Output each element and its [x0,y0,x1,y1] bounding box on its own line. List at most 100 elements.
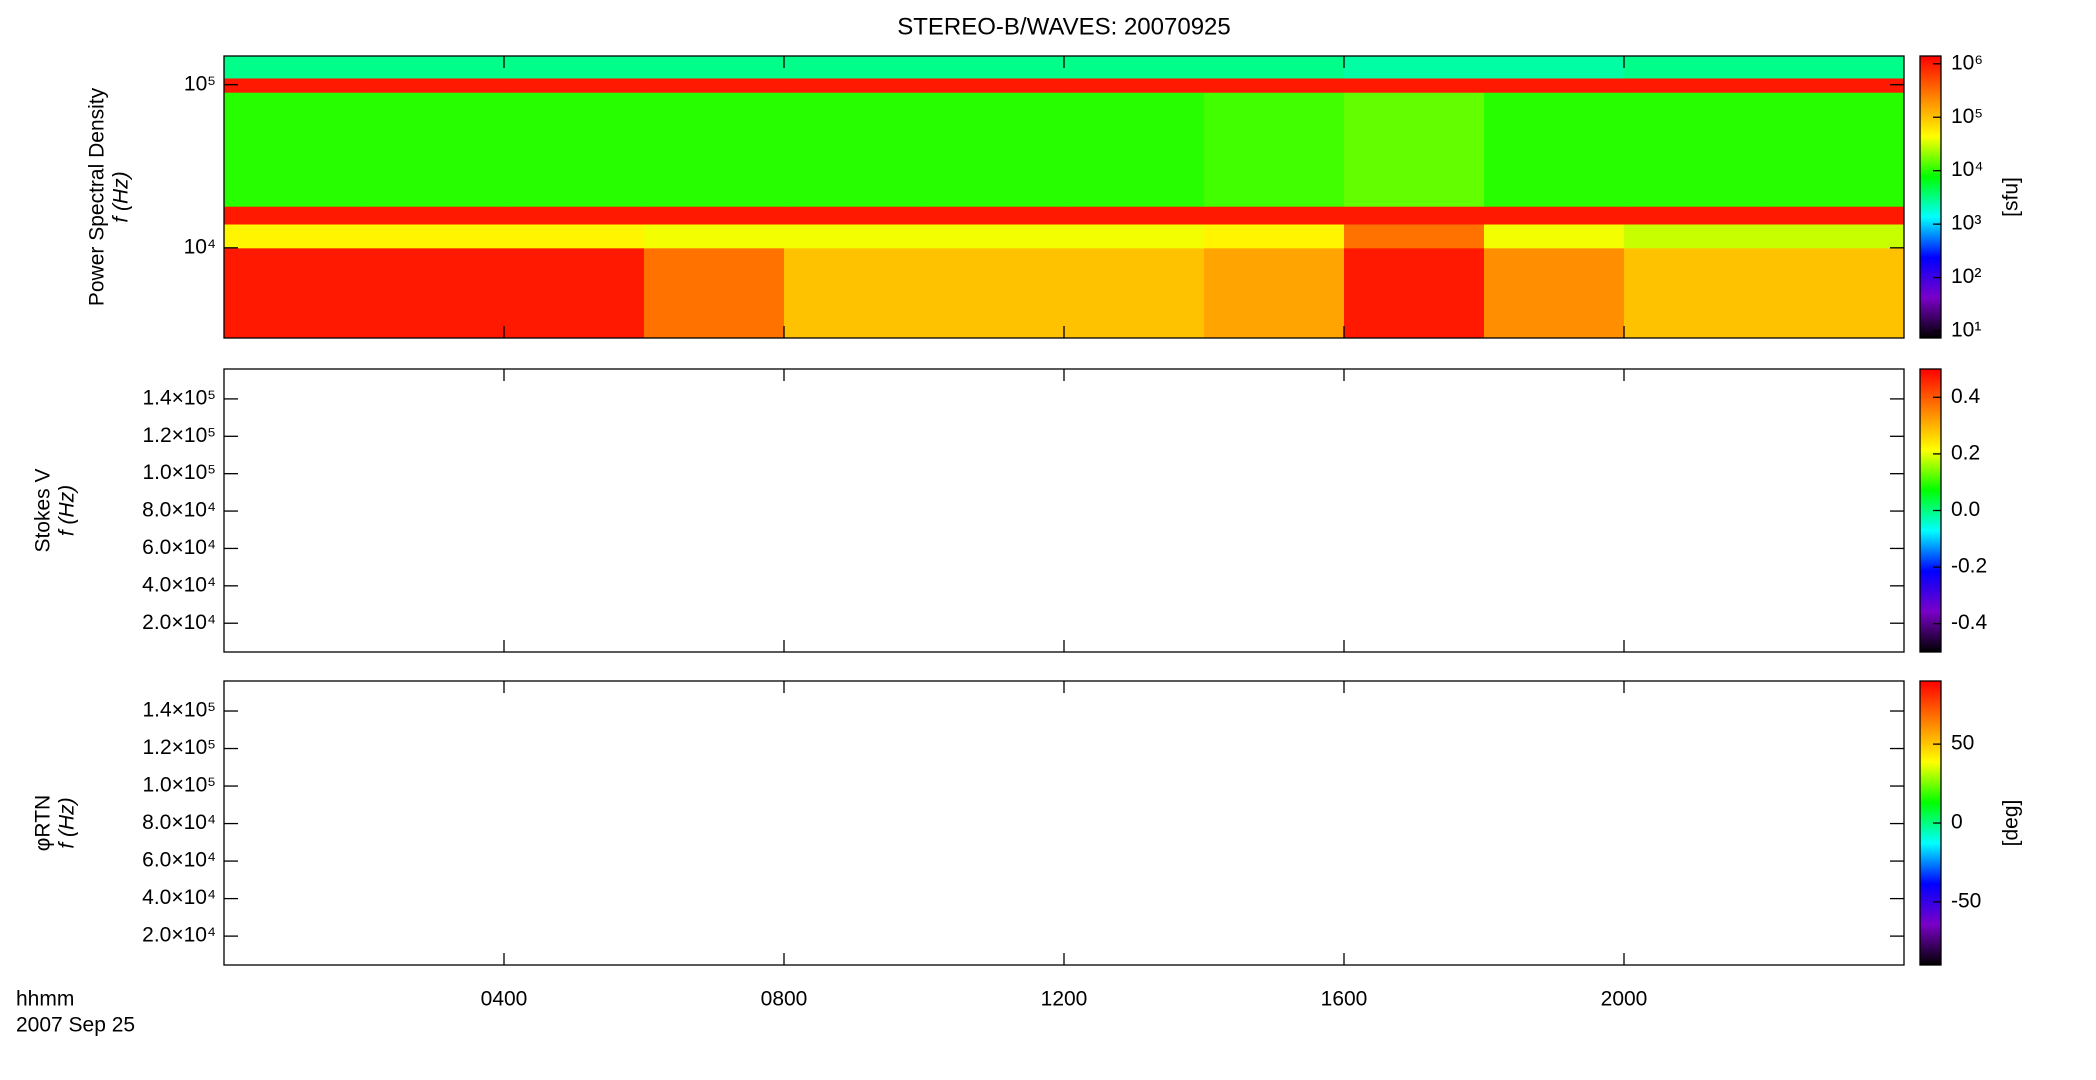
heatmap-cell [224,223,365,249]
heatmap-cell [1484,206,1625,225]
x-tick-label: 2000 [1601,988,1648,1011]
heatmap-cell [1204,223,1345,249]
y-tick-label: 10⁴ [184,235,216,258]
y-tick-label: 6.0×10⁴ [142,536,216,559]
colorbar-tick-label: -0.2 [1951,555,1987,578]
heatmap-cell [504,247,645,339]
heatmap-cell [504,223,645,249]
colorbar-tick-label: -0.4 [1951,611,1988,634]
colorbar-tick-label: 10² [1951,265,1981,288]
y-tick-label: 8.0×10⁴ [142,499,216,522]
y-tick-label: 2.0×10⁴ [142,924,216,947]
heatmap-cell [504,206,645,225]
heatmap-cell [224,92,365,207]
y-tick-label: 1.0×10⁵ [142,774,216,797]
y-axis-label: f (Hz) [110,171,133,222]
heatmap-cell [364,56,505,79]
y-axis-label: f (Hz) [56,797,79,848]
x-tick-label: 0800 [761,988,808,1011]
heatmap-cell [644,92,785,207]
heatmap-cell [924,206,1065,225]
y-axis-label: f (Hz) [56,485,79,536]
heatmap-cell [1064,56,1205,79]
heatmap-cell [504,56,645,79]
y-axis-label: φRTN [32,795,55,851]
date-label: 2007 Sep 25 [16,1014,135,1037]
heatmap-cell [1624,223,1765,249]
heatmap-cell [364,223,505,249]
heatmap-cell [1624,77,1765,93]
heatmap-cell [644,206,785,225]
heatmap-cell [1764,223,1905,249]
heatmap-cell [784,223,925,249]
heatmap-cell [924,77,1065,93]
heatmap-cell [1344,223,1485,249]
chart-title: STEREO-B/WAVES: 20070925 [897,13,1230,40]
y-tick-label: 6.0×10⁴ [142,849,216,872]
heatmap-cell [1764,92,1905,207]
y-tick-label: 8.0×10⁴ [142,811,216,834]
heatmap-cell [1764,247,1905,339]
heatmap-cell [1344,56,1485,79]
y-tick-label: 4.0×10⁴ [142,886,216,909]
heatmap-cell [924,223,1065,249]
heatmap-cell [504,77,645,93]
heatmap-cell [1484,247,1625,339]
colorbar-tick-label: 50 [1951,732,1974,755]
heatmap-cell [1064,206,1205,225]
heatmap-cell [1204,56,1345,79]
heatmap-cell [1484,92,1625,207]
y-axis-label: Stokes V [32,468,55,552]
y-tick-label: 1.0×10⁵ [142,461,216,484]
heatmap-cell [364,77,505,93]
heatmap-cell [644,56,785,79]
heatmap-cell [1344,247,1485,339]
heatmap-cell [1484,56,1625,79]
colorbar-tick-label: 10⁶ [1951,51,1983,74]
colorbar-tick-label: 10¹ [1951,319,1981,342]
heatmap-cell [1204,206,1345,225]
heatmap-cell [1484,77,1625,93]
heatmap-cell [1064,223,1205,249]
colorbar-tick-label: -50 [1951,889,1981,912]
heatmap-cell [1764,206,1905,225]
heatmap-cell [224,56,365,79]
y-tick-label: 1.2×10⁵ [142,736,216,759]
heatmap-cell [644,77,785,93]
heatmap-cell [784,77,925,93]
heatmap-cell [1344,92,1485,207]
colorbar-tick-label: 0.0 [1951,498,1980,521]
colorbar-tick-label: 0.4 [1951,385,1981,408]
x-tick-label: 1600 [1321,988,1368,1011]
heatmap-cell [1344,206,1485,225]
y-tick-label: 4.0×10⁴ [142,573,216,596]
heatmap-cell [224,247,365,339]
x-tick-label: 1200 [1041,988,1088,1011]
heatmap-cell [1064,77,1205,93]
heatmap-cell [364,247,505,339]
heatmap-cell [224,77,365,93]
heatmap-cell [924,92,1065,207]
heatmap-cell [364,206,505,225]
heatmap-cell [1344,77,1485,93]
colorbar-label: [deg] [2000,800,2023,847]
y-tick-label: 1.4×10⁵ [142,386,216,409]
heatmap-cell [224,206,365,225]
heatmap-cell [364,92,505,207]
heatmap-cell [784,206,925,225]
heatmap-cell [1064,92,1205,207]
x-axis-label: hhmm [16,988,74,1011]
heatmap-cell [1624,92,1765,207]
y-tick-label: 2.0×10⁴ [142,611,216,634]
plot-frame [223,368,1905,653]
heatmap-cell [1624,56,1765,79]
colorbar-tick-label: 0.2 [1951,441,1980,464]
colorbar-label: [sfu] [2000,177,2023,217]
y-tick-label: 1.2×10⁵ [142,424,216,447]
heatmap-cell [784,92,925,207]
heatmap-cell [1484,223,1625,249]
heatmap-cell [924,247,1065,339]
colorbar-tick-label: 10⁵ [1951,105,1983,128]
colorbar-tick-label: 0 [1951,811,1963,834]
